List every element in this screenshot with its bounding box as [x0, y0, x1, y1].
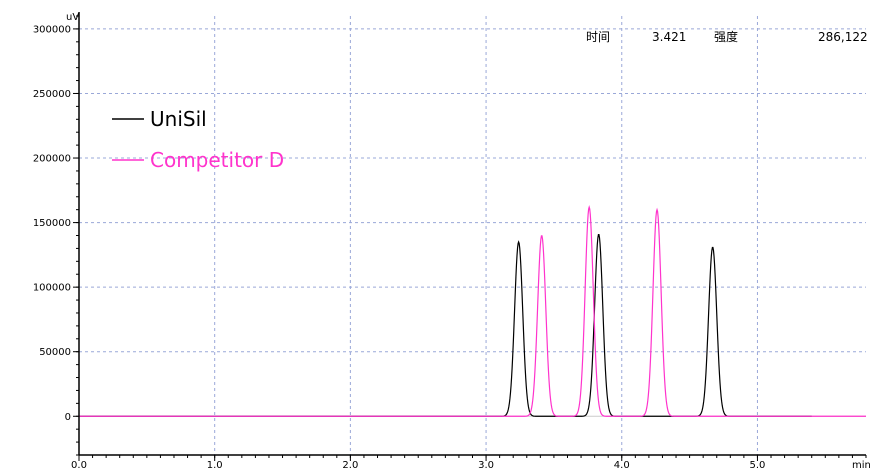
x-tick-label: 4.0: [614, 460, 630, 471]
y-tick-label: 300000: [33, 24, 71, 35]
y-axis-unit-label: uV: [66, 12, 79, 23]
x-tick-label: 1.0: [207, 460, 223, 471]
x-tick-label: 3.0: [478, 460, 494, 471]
traces: [79, 204, 866, 417]
y-tick-label: 50000: [39, 347, 71, 358]
axes: 0 50000 100000 150000 200000 250000 300000 0.0 1…: [33, 12, 867, 471]
time-label: 时间: [586, 30, 610, 44]
intensity-value: 286,122: [818, 30, 868, 44]
x-tick-label: 0.0: [71, 460, 87, 471]
legend-label-competitor-d: Competitor D: [150, 148, 284, 172]
time-value: 3.421: [652, 30, 686, 44]
y-tick-label: 100000: [33, 283, 71, 294]
y-tick-label: 150000: [33, 218, 71, 229]
trace-unisil: [79, 234, 812, 417]
grid-lines: [79, 16, 866, 455]
legend: UniSil Competitor D: [112, 107, 284, 172]
y-tick-label: 200000: [33, 154, 71, 165]
trace-competitor-d: [79, 204, 866, 417]
y-tick-label: 250000: [33, 89, 71, 100]
x-axis-unit-label: min: [852, 460, 871, 471]
y-tick-label: 0: [65, 412, 71, 423]
intensity-label: 强度: [714, 29, 738, 44]
legend-label-unisil: UniSil: [150, 107, 207, 131]
x-tick-label: 5.0: [749, 460, 765, 471]
x-tick-label: 2.0: [342, 460, 358, 471]
